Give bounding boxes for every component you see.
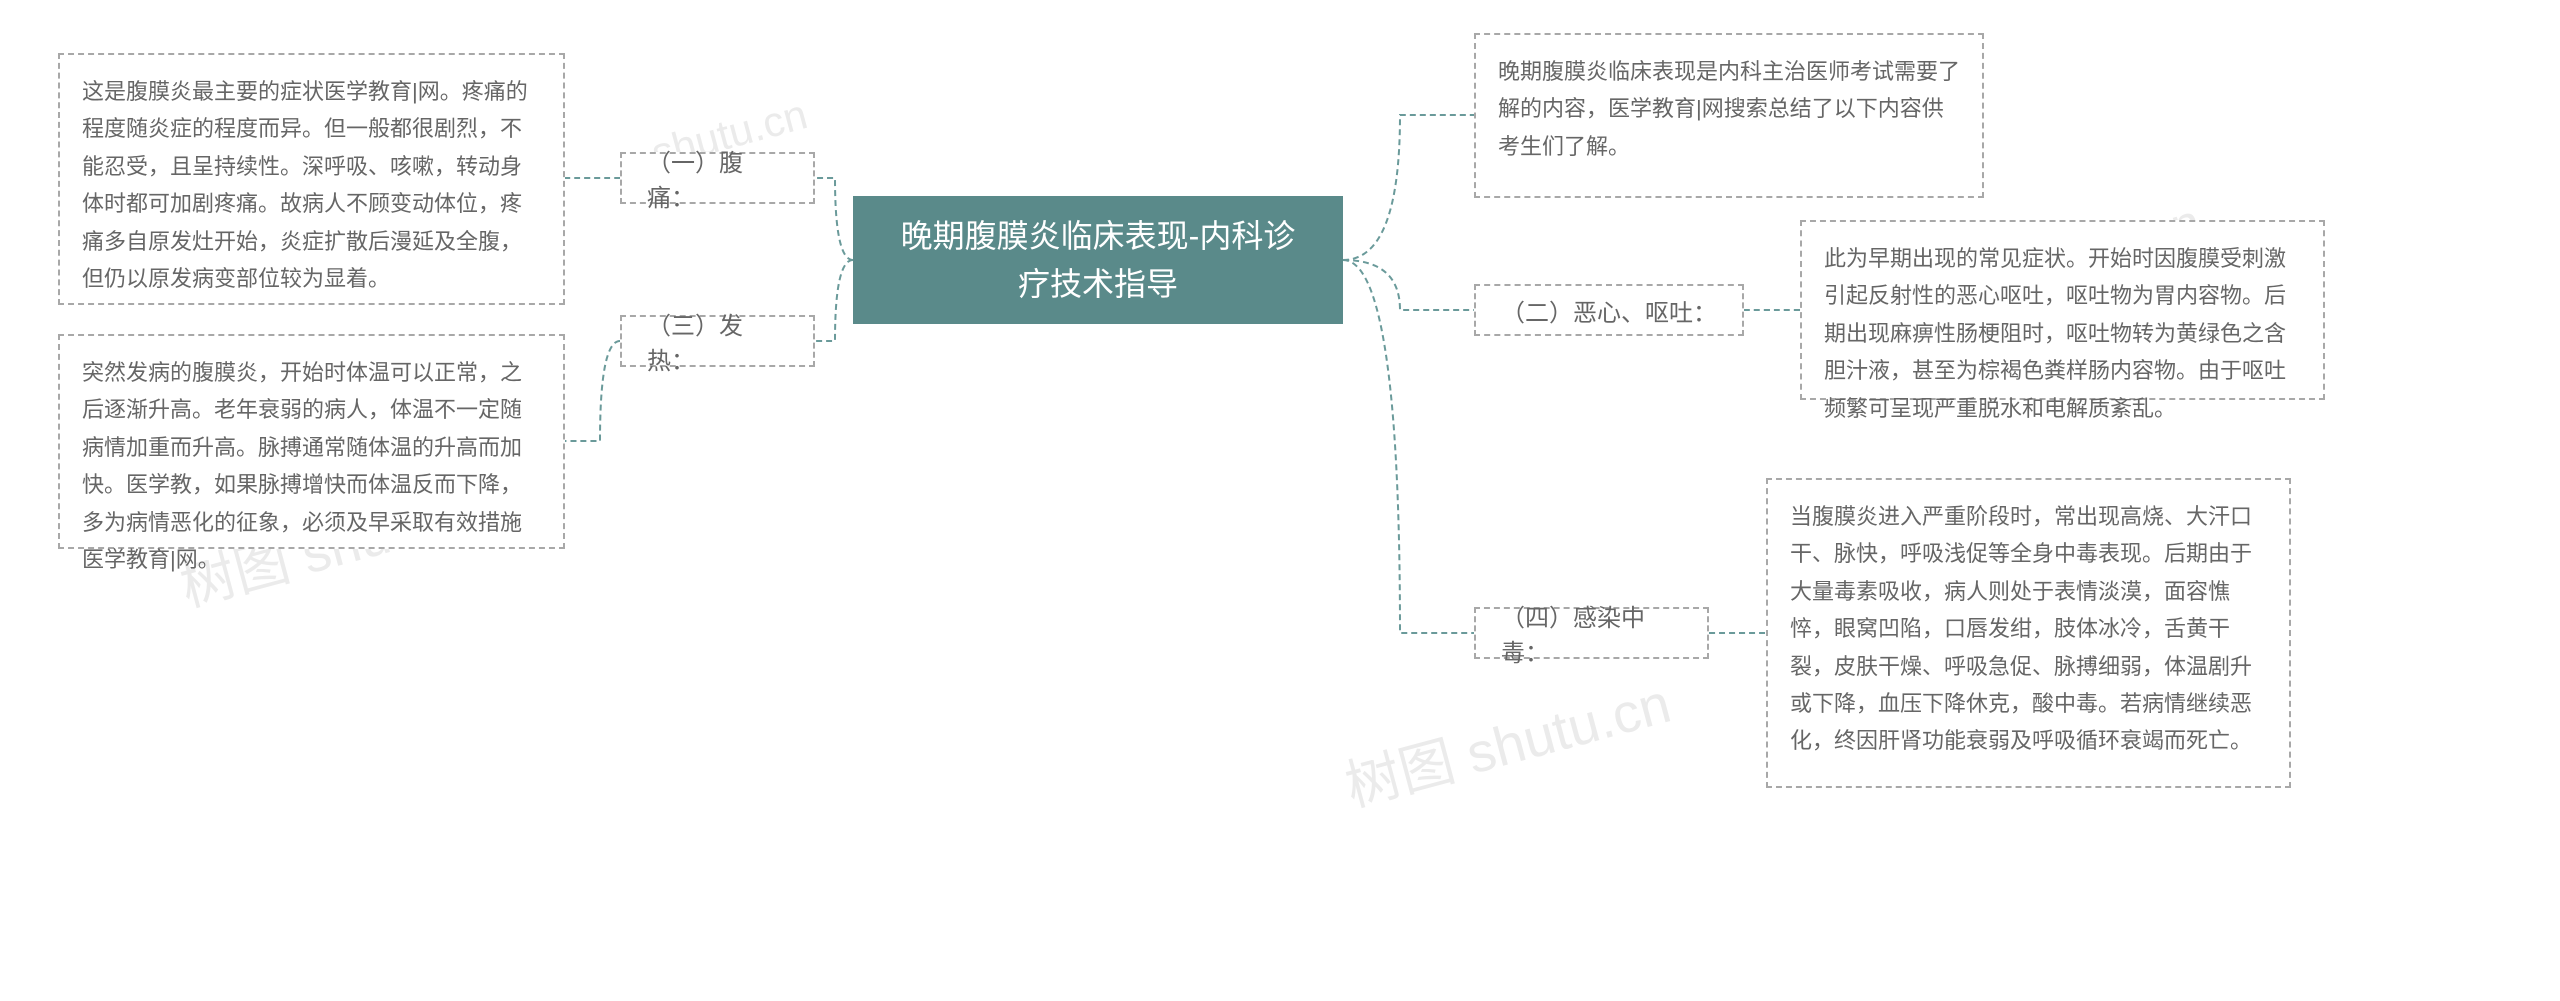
detail-fever: 突然发病的腹膜炎，开始时体温可以正常，之后逐渐升高。老年衰弱的病人，体温不一定随… xyxy=(58,334,565,549)
branch-fever: （三）发热： xyxy=(620,315,815,367)
intro-detail: 晚期腹膜炎临床表现是内科主治医师考试需要了解的内容，医学教育|网搜索总结了以下内… xyxy=(1474,33,1984,198)
detail-abdominal-pain: 这是腹膜炎最主要的症状医学教育|网。疼痛的程度随炎症的程度而异。但一般都很剧烈，… xyxy=(58,53,565,305)
detail-infection: 当腹膜炎进入严重阶段时，常出现高烧、大汗口干、脉快，呼吸浅促等全身中毒表现。后期… xyxy=(1766,478,2291,788)
branch-nausea: （二）恶心、呕吐： xyxy=(1474,284,1744,336)
central-topic: 晚期腹膜炎临床表现-内科诊疗技术指导 xyxy=(853,196,1343,324)
watermark: 树图 shutu.cn xyxy=(1335,658,1678,822)
branch-abdominal-pain: （一）腹痛： xyxy=(620,152,815,204)
branch-infection: （四）感染中毒： xyxy=(1474,607,1709,659)
detail-nausea: 此为早期出现的常见症状。开始时因腹膜受刺激引起反射性的恶心呕吐，呕吐物为胃内容物… xyxy=(1800,220,2325,400)
